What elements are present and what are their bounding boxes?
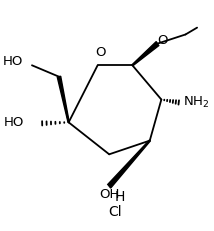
Polygon shape: [57, 76, 69, 122]
Text: Cl: Cl: [108, 206, 122, 219]
Polygon shape: [108, 140, 150, 188]
Text: H: H: [115, 189, 125, 204]
Text: O: O: [0, 230, 1, 231]
Text: NH$_2$: NH$_2$: [183, 95, 209, 110]
Text: OH: OH: [99, 188, 119, 201]
Text: HO: HO: [4, 116, 24, 129]
Text: O: O: [157, 34, 168, 47]
Text: O: O: [95, 46, 106, 59]
Polygon shape: [132, 42, 159, 66]
Text: HO: HO: [3, 55, 23, 68]
